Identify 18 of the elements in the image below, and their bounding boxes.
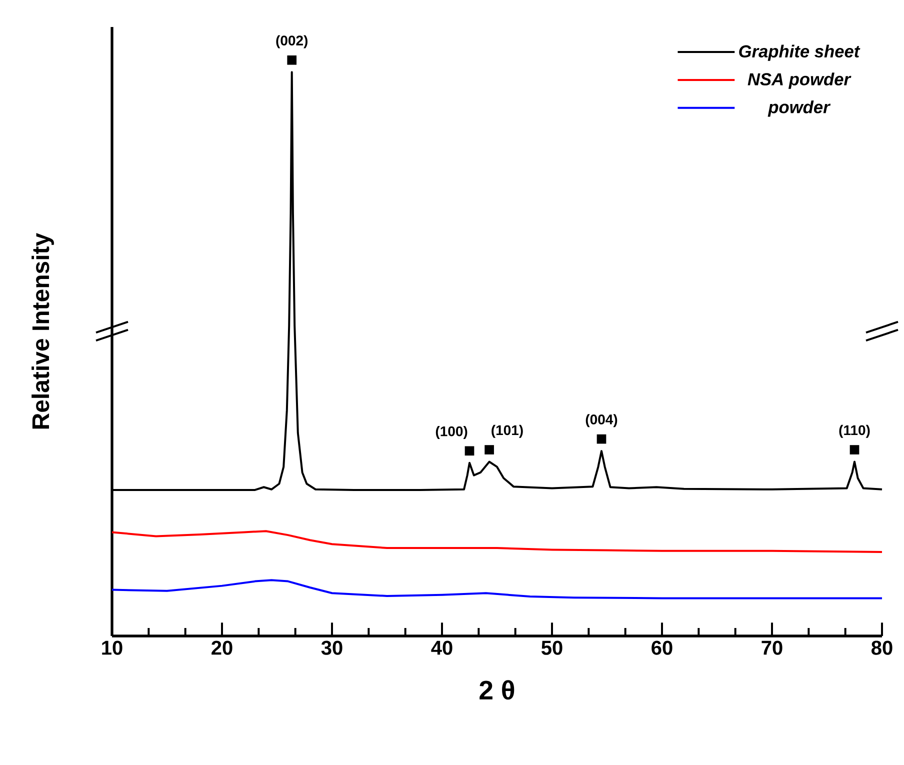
annotation: (110): [839, 424, 870, 438]
annotation: (002): [276, 35, 308, 48]
annotation: (101): [492, 424, 523, 438]
x-tick-label: 30: [321, 640, 342, 655]
x-tick-label: 50: [541, 640, 562, 655]
y-axis-title: Relative Intensity: [32, 232, 54, 429]
x-axis-title: 2 θ: [480, 680, 514, 700]
x-tick-label: 80: [872, 640, 892, 655]
x-tick-label: 40: [431, 640, 452, 655]
legend-label: Graphite sheet: [739, 44, 860, 61]
annotation: (100): [436, 426, 468, 440]
x-tick-label: 20: [212, 640, 232, 655]
x-tick-label: 70: [762, 640, 782, 655]
x-tick-label: 10: [102, 640, 122, 655]
legend-label: NSA powder: [748, 72, 852, 89]
legend-label: powder: [768, 100, 831, 117]
annotation: (004): [586, 414, 618, 428]
x-tick-label: 60: [652, 640, 672, 655]
